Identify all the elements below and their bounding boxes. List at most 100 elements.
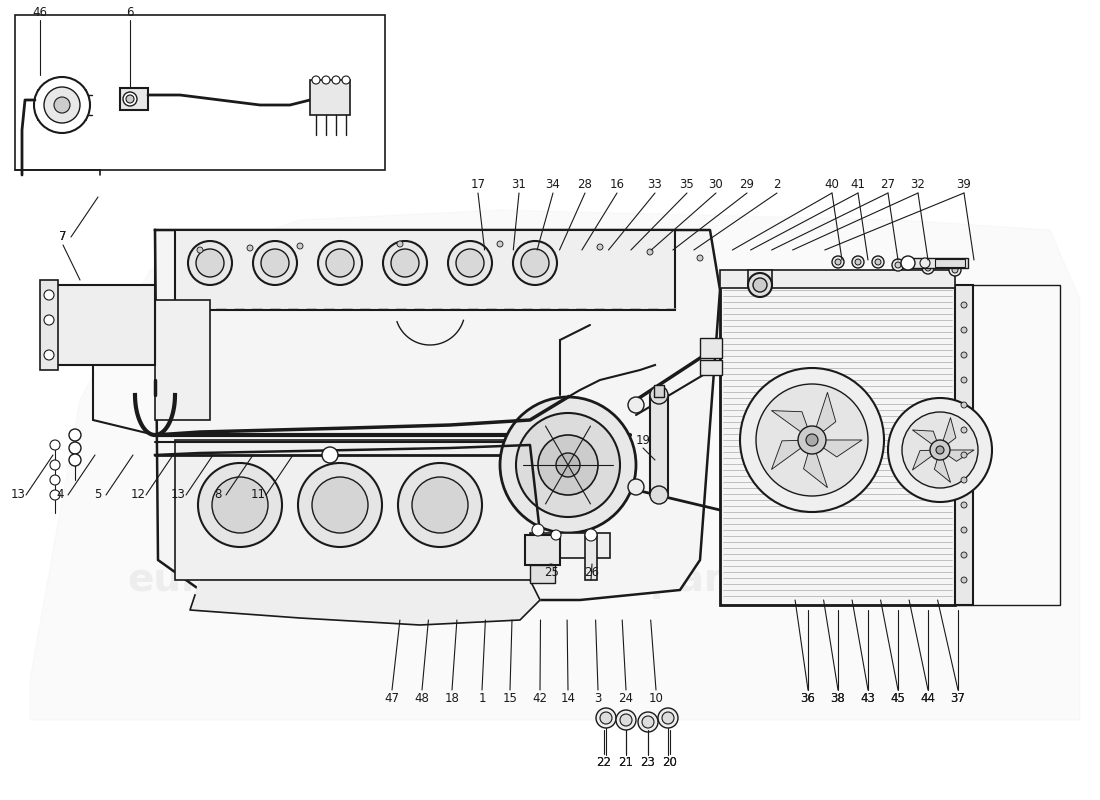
Circle shape: [952, 267, 958, 273]
Text: 38: 38: [830, 691, 846, 705]
Text: 33: 33: [648, 178, 662, 191]
Text: 37: 37: [950, 691, 966, 705]
Text: 47: 47: [385, 691, 399, 705]
Text: 34: 34: [546, 178, 560, 191]
Text: 25: 25: [544, 566, 560, 578]
Text: 42: 42: [532, 691, 548, 705]
Text: 48: 48: [415, 691, 429, 705]
Text: 17: 17: [471, 178, 485, 191]
Polygon shape: [913, 430, 940, 450]
Circle shape: [50, 460, 60, 470]
Circle shape: [126, 95, 134, 103]
Circle shape: [895, 262, 901, 268]
Circle shape: [198, 463, 282, 547]
Circle shape: [756, 384, 868, 496]
Circle shape: [922, 262, 934, 274]
Text: eurospares: eurospares: [517, 321, 762, 359]
Text: 24: 24: [618, 691, 634, 705]
Bar: [15, 15, 385, 170]
Text: 12: 12: [131, 489, 145, 502]
Circle shape: [748, 273, 772, 297]
Polygon shape: [940, 418, 956, 450]
Circle shape: [961, 577, 967, 583]
Text: 23: 23: [640, 755, 656, 769]
Circle shape: [69, 442, 81, 454]
Circle shape: [412, 477, 468, 533]
Text: 2: 2: [773, 178, 781, 191]
Circle shape: [212, 477, 268, 533]
Circle shape: [261, 249, 289, 277]
Text: 29: 29: [739, 178, 755, 191]
Circle shape: [44, 315, 54, 325]
Text: 38: 38: [830, 691, 846, 705]
Circle shape: [642, 716, 654, 728]
Circle shape: [620, 714, 632, 726]
Circle shape: [398, 463, 482, 547]
Circle shape: [920, 258, 929, 268]
Circle shape: [832, 256, 844, 268]
Circle shape: [597, 244, 603, 250]
Circle shape: [902, 412, 978, 488]
Text: 31: 31: [512, 178, 527, 191]
Bar: [120, 88, 148, 110]
Circle shape: [961, 402, 967, 408]
Circle shape: [936, 446, 944, 454]
Text: 20: 20: [662, 755, 678, 769]
Text: 32: 32: [911, 178, 925, 191]
Text: 14: 14: [561, 691, 575, 705]
Text: 37: 37: [950, 691, 966, 705]
Polygon shape: [771, 440, 812, 470]
Circle shape: [322, 76, 330, 84]
Circle shape: [961, 477, 967, 483]
Text: eurospares: eurospares: [527, 561, 772, 599]
Circle shape: [342, 76, 350, 84]
Text: 27: 27: [880, 178, 895, 191]
Circle shape: [297, 243, 302, 249]
Circle shape: [312, 76, 320, 84]
Circle shape: [197, 247, 204, 253]
Polygon shape: [30, 210, 1080, 720]
Circle shape: [806, 434, 818, 446]
Circle shape: [44, 350, 54, 360]
Text: 16: 16: [609, 178, 625, 191]
Circle shape: [740, 368, 884, 512]
Text: 21: 21: [618, 755, 634, 769]
Polygon shape: [913, 450, 940, 470]
Text: 8: 8: [214, 489, 222, 502]
Circle shape: [448, 241, 492, 285]
Circle shape: [662, 712, 674, 724]
Text: 4: 4: [56, 489, 64, 502]
Polygon shape: [812, 393, 836, 440]
Circle shape: [500, 397, 636, 533]
Circle shape: [516, 413, 620, 517]
Text: 10: 10: [649, 691, 663, 705]
Bar: [908, 258, 968, 268]
Text: 26: 26: [584, 566, 600, 578]
Text: 46: 46: [33, 6, 47, 18]
Circle shape: [600, 712, 612, 724]
Bar: [720, 270, 955, 288]
Circle shape: [628, 479, 643, 495]
Text: 41: 41: [850, 178, 866, 191]
Text: 22: 22: [596, 755, 612, 769]
Circle shape: [872, 256, 884, 268]
Bar: [530, 565, 556, 583]
Text: 7: 7: [59, 230, 67, 243]
Bar: [935, 259, 965, 267]
Bar: [55, 285, 155, 365]
Text: 13: 13: [170, 489, 186, 502]
Circle shape: [961, 502, 967, 508]
Text: 43: 43: [860, 691, 876, 705]
Polygon shape: [934, 450, 950, 482]
Polygon shape: [803, 440, 827, 487]
Circle shape: [532, 524, 544, 536]
Circle shape: [901, 256, 915, 270]
Circle shape: [322, 447, 338, 463]
Text: 36: 36: [801, 691, 815, 705]
Text: 11: 11: [251, 489, 265, 502]
Circle shape: [961, 302, 967, 308]
Circle shape: [538, 435, 598, 495]
Polygon shape: [155, 230, 720, 600]
Bar: [955, 285, 974, 605]
Circle shape: [326, 249, 354, 277]
